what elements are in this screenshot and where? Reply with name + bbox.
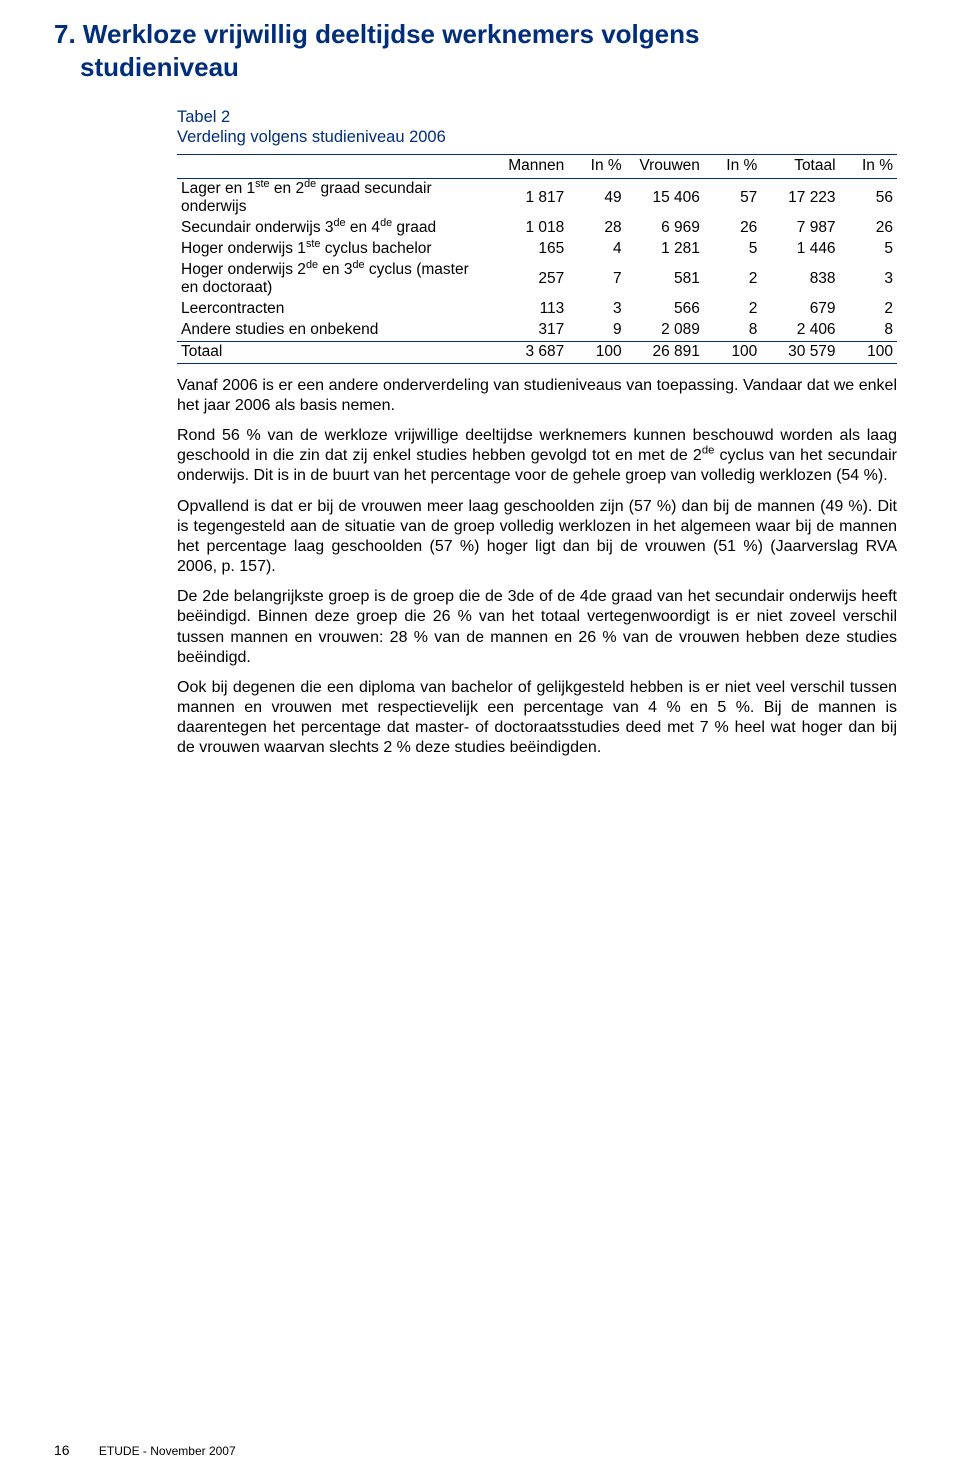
table-col-3: Vrouwen [626,154,704,178]
paragraph-5: Ook bij degenen die een diploma van bach… [177,678,897,759]
section-number: 7. [54,19,76,49]
document-page: 7. Werkloze vrijwillig deeltijdse werkne… [0,0,960,1474]
row-cell: 5 [704,239,761,260]
paragraph-4: De 2de belangrijkste groep is de groep d… [177,587,897,668]
row-cell: 2 406 [761,320,839,342]
studieniveau-table: Mannen In % Vrouwen In % Totaal In % Lag… [177,154,897,364]
row-cell: 3 [840,260,897,299]
total-cell: 26 891 [626,341,704,363]
label-superscript: de [304,178,316,190]
label-superscript: de [352,259,364,271]
paragraph-2-sup: de [702,445,714,457]
paragraph-1: Vanaf 2006 is er een andere onderverdeli… [177,376,897,416]
total-cell: 100 [568,341,625,363]
row-cell: 679 [761,299,839,320]
row-label: Leercontracten [177,299,490,320]
table-body: Lager en 1ste en 2de graad secundair ond… [177,178,897,363]
table-row: Andere studies en onbekend31792 08982 40… [177,320,897,342]
row-cell: 9 [568,320,625,342]
row-cell: 6 969 [626,218,704,239]
row-cell: 1 446 [761,239,839,260]
row-cell: 26 [704,218,761,239]
table-col-1: Mannen [490,154,568,178]
total-cell: 3 687 [490,341,568,363]
body-text-block: Vanaf 2006 is er een andere onderverdeli… [177,376,897,759]
total-cell: 30 579 [761,341,839,363]
table-header-row: Mannen In % Vrouwen In % Totaal In % [177,154,897,178]
row-cell: 3 [568,299,625,320]
row-cell: 2 [704,260,761,299]
row-cell: 1 817 [490,178,568,218]
paragraph-3: Opvallend is dat er bij de vrouwen meer … [177,497,897,578]
total-cell: 100 [840,341,897,363]
label-superscript: ste [255,178,269,190]
row-label: Andere studies en onbekend [177,320,490,342]
row-cell: 49 [568,178,625,218]
table-col-6: In % [840,154,897,178]
table-block: Tabel 2 Verdeling volgens studieniveau 2… [177,107,906,364]
paragraph-2: Rond 56 % van de werkloze vrijwillige de… [177,426,897,486]
label-superscript: ste [306,238,320,250]
row-cell: 57 [704,178,761,218]
row-cell: 2 [704,299,761,320]
row-cell: 8 [704,320,761,342]
row-cell: 1 018 [490,218,568,239]
table-col-4: In % [704,154,761,178]
table-col-0 [177,154,490,178]
row-cell: 7 [568,260,625,299]
table-row: Hoger onderwijs 2de en 3de cyclus (maste… [177,260,897,299]
row-label: Hoger onderwijs 1ste cyclus bachelor [177,239,490,260]
section-title-line2: studieniveau [80,52,239,82]
label-superscript: de [380,217,392,229]
row-cell: 2 [840,299,897,320]
label-superscript: de [306,259,318,271]
row-cell: 165 [490,239,568,260]
table-total-row: Totaal3 68710026 89110030 579100 [177,341,897,363]
row-cell: 566 [626,299,704,320]
table-row: Secundair onderwijs 3de en 4de graad1 01… [177,218,897,239]
table-row: Lager en 1ste en 2de graad secundair ond… [177,178,897,218]
row-cell: 581 [626,260,704,299]
row-cell: 4 [568,239,625,260]
row-cell: 28 [568,218,625,239]
table-caption-title: Verdeling volgens studieniveau 2006 [177,127,906,148]
section-title-line1: Werkloze vrijwillig deeltijdse werknemer… [83,19,700,49]
doc-label: ETUDE - November 2007 [99,1444,236,1458]
row-cell: 5 [840,239,897,260]
row-cell: 113 [490,299,568,320]
row-cell: 7 987 [761,218,839,239]
row-cell: 26 [840,218,897,239]
table-col-5: Totaal [761,154,839,178]
row-cell: 317 [490,320,568,342]
row-cell: 257 [490,260,568,299]
row-cell: 1 281 [626,239,704,260]
row-label: Hoger onderwijs 2de en 3de cyclus (maste… [177,260,490,299]
row-cell: 15 406 [626,178,704,218]
row-cell: 2 089 [626,320,704,342]
row-cell: 8 [840,320,897,342]
row-cell: 56 [840,178,897,218]
page-footer: 16 ETUDE - November 2007 [54,1442,236,1458]
row-label: Lager en 1ste en 2de graad secundair ond… [177,178,490,218]
table-col-2: In % [568,154,625,178]
page-number: 16 [54,1442,70,1458]
table-caption-number: Tabel 2 [177,107,906,128]
table-row: Leercontracten113356626792 [177,299,897,320]
row-label: Secundair onderwijs 3de en 4de graad [177,218,490,239]
row-cell: 838 [761,260,839,299]
total-label: Totaal [177,341,490,363]
section-heading: 7. Werkloze vrijwillig deeltijdse werkne… [80,18,906,85]
label-superscript: de [334,217,346,229]
row-cell: 17 223 [761,178,839,218]
table-row: Hoger onderwijs 1ste cyclus bachelor1654… [177,239,897,260]
total-cell: 100 [704,341,761,363]
